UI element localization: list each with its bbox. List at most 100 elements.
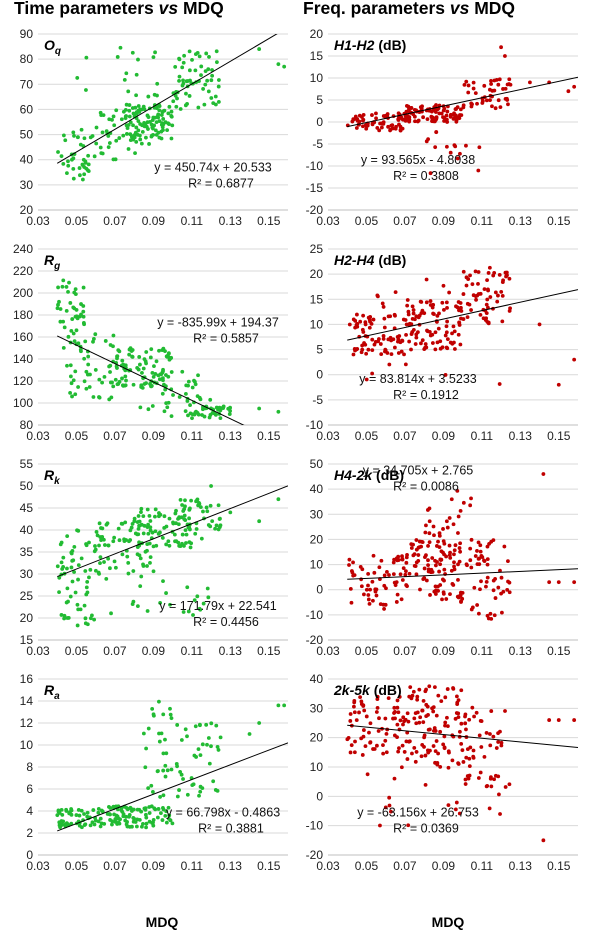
data-point xyxy=(433,347,438,352)
data-point xyxy=(97,543,101,548)
data-point xyxy=(147,805,152,809)
data-point xyxy=(426,569,431,574)
data-point xyxy=(375,293,380,298)
data-point xyxy=(194,409,198,414)
data-point xyxy=(374,111,378,116)
data-point xyxy=(408,685,413,690)
data-point xyxy=(375,126,380,130)
data-point xyxy=(159,811,163,816)
data-point xyxy=(423,753,428,758)
data-point xyxy=(82,172,87,177)
data-point xyxy=(169,767,174,772)
data-point xyxy=(72,339,77,344)
data-point xyxy=(407,694,412,699)
data-point xyxy=(437,111,442,116)
data-point xyxy=(484,731,489,735)
data-point xyxy=(433,330,438,335)
data-point xyxy=(384,750,389,755)
y-tick-label: 30 xyxy=(310,507,324,521)
data-point xyxy=(383,602,388,607)
data-point xyxy=(161,793,166,798)
y-tick-label: 8 xyxy=(26,760,33,774)
data-point xyxy=(448,592,452,596)
data-point xyxy=(449,497,454,502)
data-point xyxy=(198,789,203,794)
data-point xyxy=(69,551,74,556)
data-point xyxy=(84,88,88,92)
data-point xyxy=(384,586,388,591)
data-point xyxy=(189,498,193,503)
data-point xyxy=(160,391,165,396)
data-point xyxy=(442,115,447,120)
data-point xyxy=(153,115,158,120)
data-point xyxy=(444,144,449,149)
data-point xyxy=(486,320,491,325)
data-point xyxy=(361,313,366,318)
data-point xyxy=(351,117,356,122)
data-point xyxy=(82,823,87,827)
data-point xyxy=(381,751,386,756)
data-point xyxy=(202,102,207,107)
data-point xyxy=(368,319,372,324)
trend-line xyxy=(347,568,578,580)
data-point xyxy=(441,527,445,531)
data-point xyxy=(500,610,504,615)
data-point xyxy=(478,770,483,775)
data-point xyxy=(70,157,74,162)
data-point xyxy=(182,53,187,58)
y-tick-label: 20 xyxy=(20,611,34,625)
data-point xyxy=(181,610,186,614)
data-point xyxy=(463,777,468,782)
data-point xyxy=(188,403,192,408)
data-point xyxy=(130,348,135,352)
data-point xyxy=(145,548,149,553)
data-point xyxy=(399,115,404,120)
data-point xyxy=(115,55,120,59)
data-point xyxy=(459,305,463,310)
data-point xyxy=(61,278,66,283)
data-point xyxy=(108,818,112,822)
data-point xyxy=(197,606,202,611)
right-title-prefix: Freq. parameters xyxy=(303,0,450,18)
data-point xyxy=(88,372,92,377)
data-point xyxy=(370,113,374,117)
data-point xyxy=(503,709,507,713)
data-point xyxy=(213,94,218,99)
data-point xyxy=(165,405,170,410)
trend-equation: y = 34.705x + 2.765 xyxy=(363,464,474,478)
data-point xyxy=(173,93,178,98)
data-point xyxy=(459,721,464,726)
data-point xyxy=(177,74,182,79)
data-point xyxy=(161,712,166,717)
data-point xyxy=(451,112,456,117)
data-point xyxy=(63,822,68,827)
data-point xyxy=(485,575,490,580)
data-point xyxy=(66,334,71,339)
data-point xyxy=(397,746,401,751)
data-point xyxy=(154,120,159,125)
data-point xyxy=(366,583,370,588)
y-tick-label: 10 xyxy=(310,558,324,572)
data-point xyxy=(81,285,86,290)
data-point xyxy=(109,395,114,400)
trend-line xyxy=(56,34,278,164)
data-point xyxy=(387,362,392,367)
data-point xyxy=(209,721,214,726)
data-point xyxy=(153,514,157,519)
panel-label: Rk xyxy=(44,467,60,487)
data-point xyxy=(123,108,128,112)
data-point xyxy=(452,564,456,569)
data-point xyxy=(135,520,140,524)
data-point xyxy=(150,133,154,138)
x-tick-label: 0.11 xyxy=(181,644,204,658)
data-point xyxy=(484,579,489,584)
data-point xyxy=(349,743,354,748)
data-point xyxy=(505,587,510,592)
data-point xyxy=(507,276,512,281)
data-point xyxy=(434,713,439,718)
data-point xyxy=(138,362,142,367)
data-point xyxy=(161,367,165,372)
panel-label: H4-2k (dB) xyxy=(334,467,404,483)
data-point xyxy=(108,566,112,571)
data-point xyxy=(144,821,149,826)
